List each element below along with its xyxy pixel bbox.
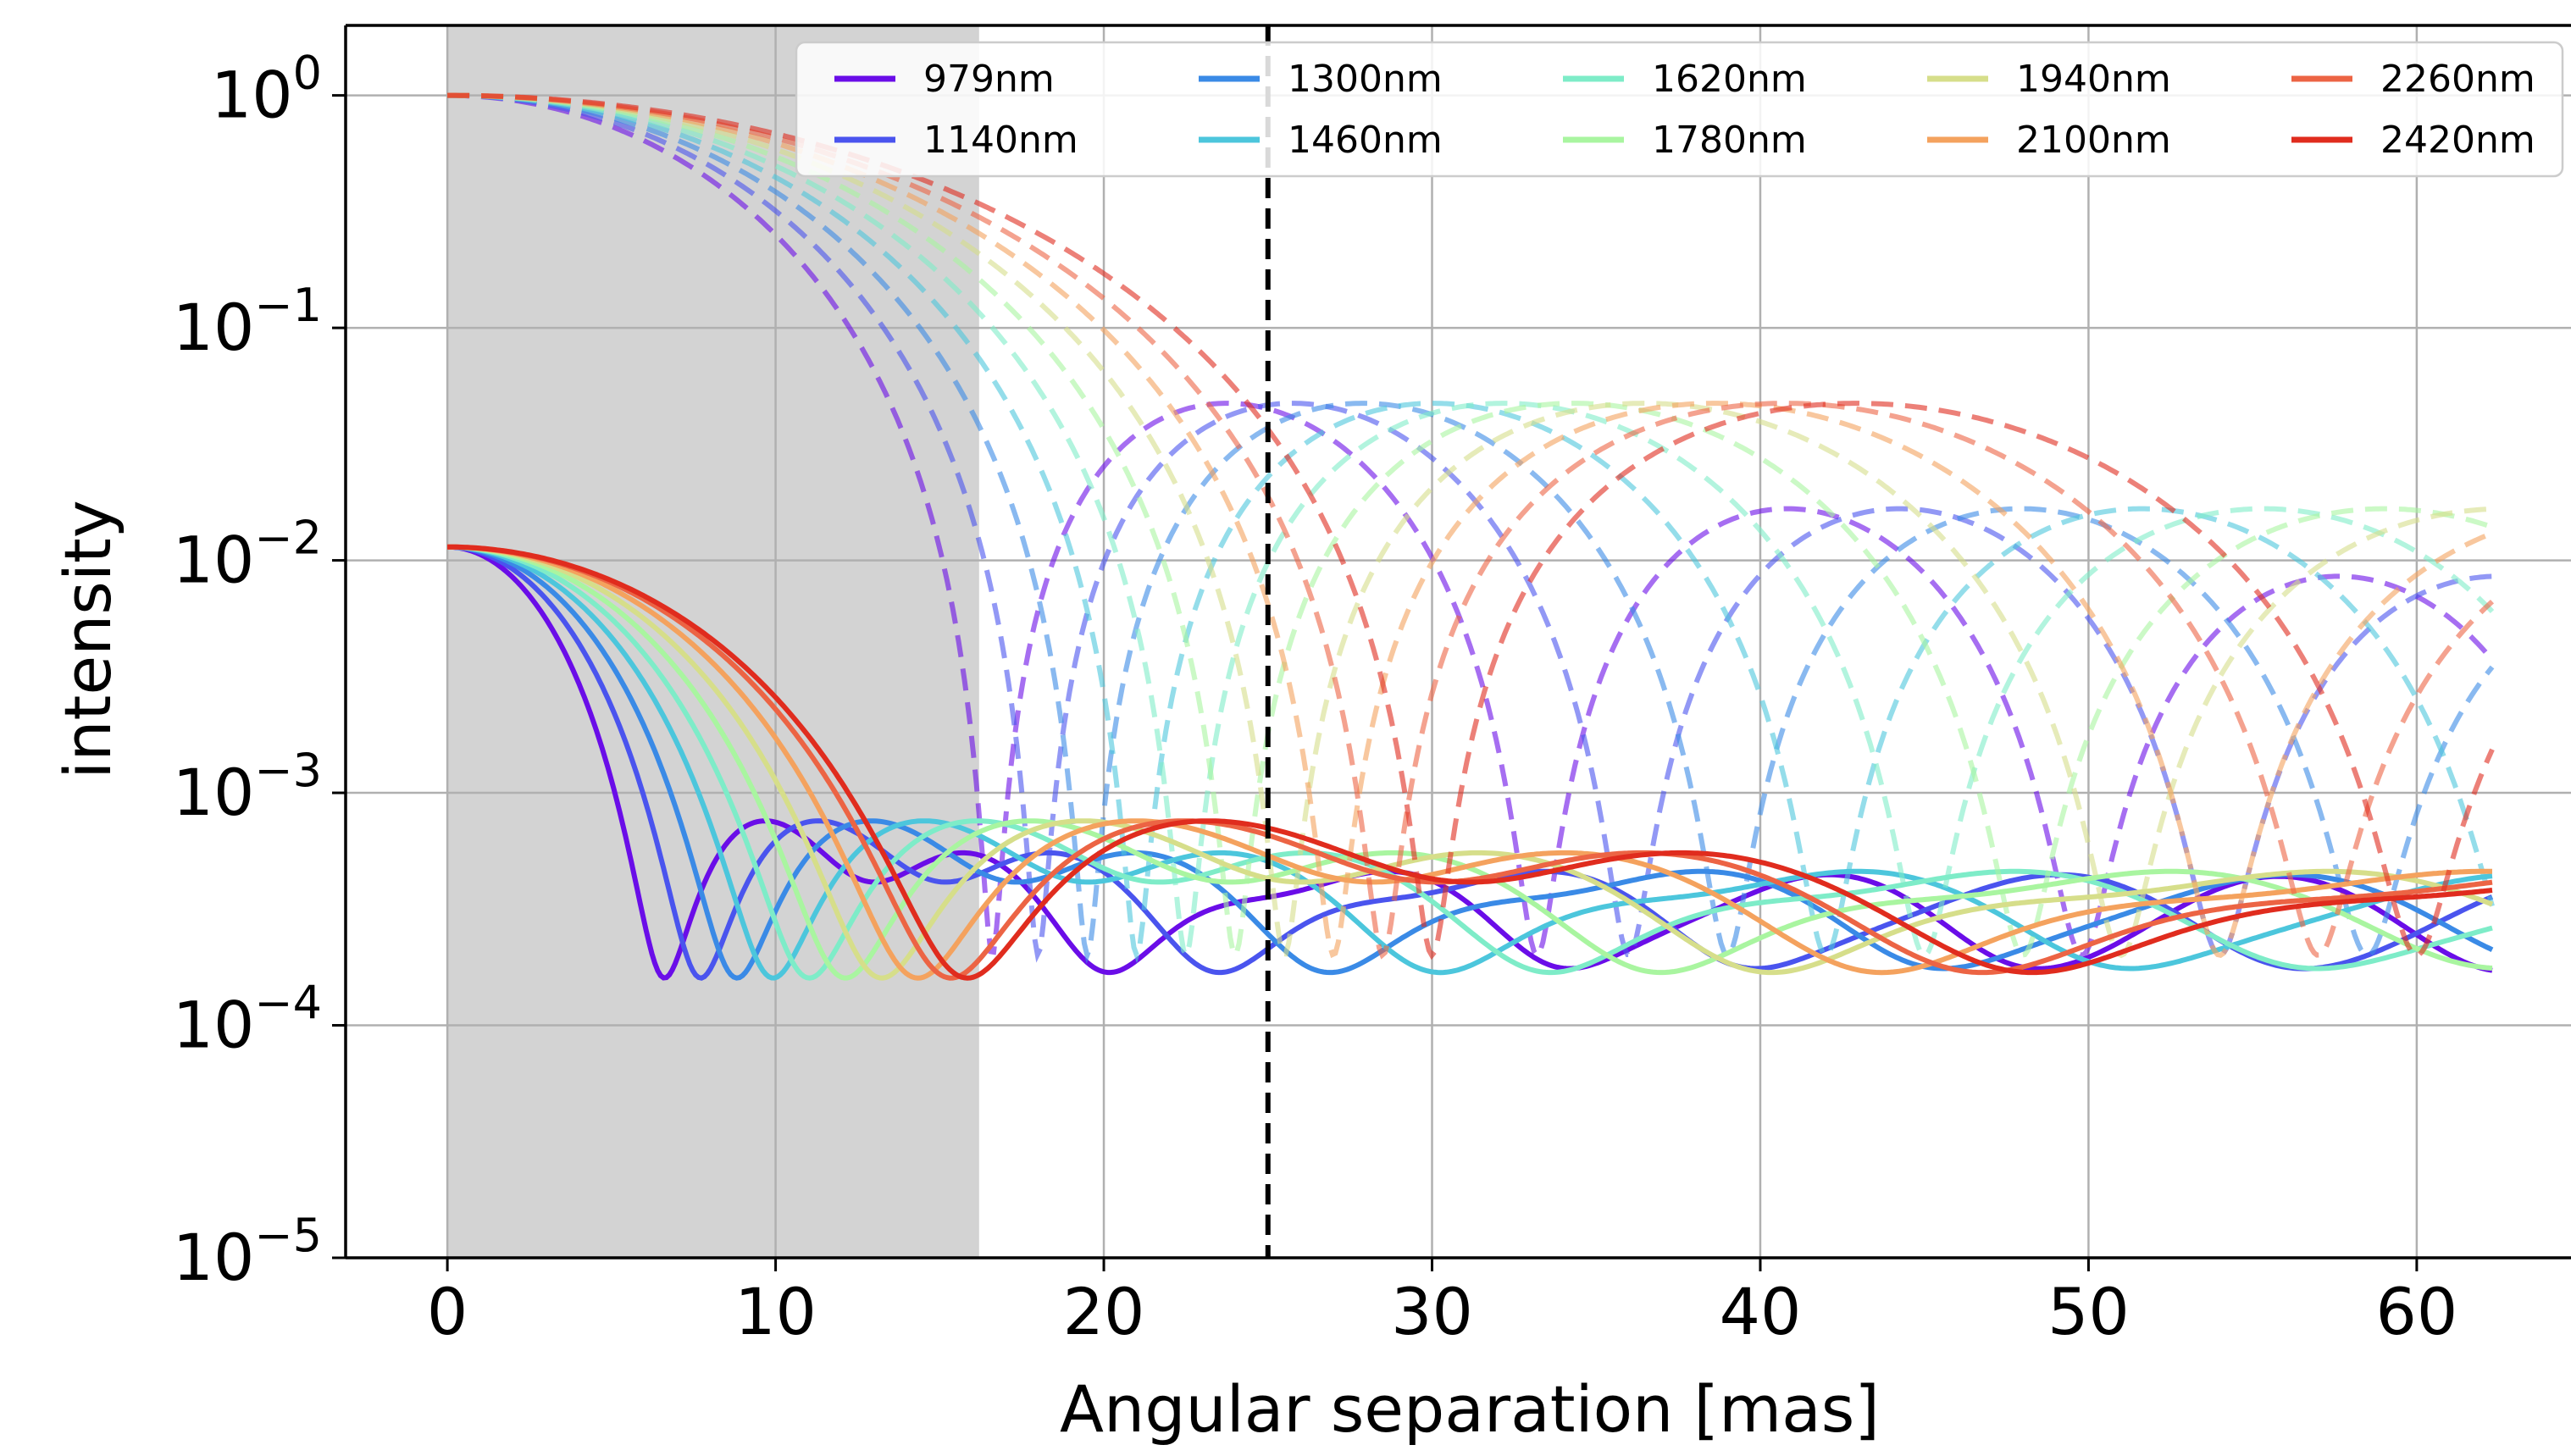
series-dashed-1940nm — [447, 92, 2493, 959]
x-tick-label: 10 — [734, 1274, 817, 1349]
y-tick-label: 10−5 — [173, 1209, 322, 1295]
legend-label-2420nm: 2420nm — [2380, 119, 2535, 162]
x-axis-title: Angular separation [mas] — [1060, 1371, 1880, 1447]
y-tick-label: 10−2 — [173, 512, 322, 598]
series-line-2420nm — [447, 544, 2493, 981]
legend-label-2260nm: 2260nm — [2380, 58, 2535, 101]
x-tick-label: 40 — [1720, 1274, 1802, 1349]
series-line-1940nm — [447, 544, 2494, 981]
series-dashed-2260nm — [447, 92, 2495, 960]
series-line-1460nm — [447, 544, 2493, 981]
series-dashed-1620nm — [447, 92, 2495, 962]
series-dashed-2420nm — [447, 92, 2495, 961]
x-tick-label: 20 — [1063, 1274, 1145, 1349]
series-dashed-1780nm — [447, 92, 2493, 960]
series-dashed-979nm — [447, 92, 2495, 960]
legend-label-979nm: 979nm — [923, 58, 1055, 101]
legend-label-1460nm: 1460nm — [1288, 119, 1443, 162]
legend-label-1940nm: 1940nm — [2016, 58, 2171, 101]
legend-label-1780nm: 1780nm — [1652, 119, 1807, 162]
legend-label-2100nm: 2100nm — [2016, 119, 2171, 162]
legend-label-1620nm: 1620nm — [1652, 58, 1807, 101]
y-axis-title: intensity — [50, 500, 125, 779]
y-tick-label: 10−1 — [173, 279, 322, 365]
x-tick-label: 60 — [2376, 1274, 2458, 1349]
y-tick-label: 10−4 — [173, 977, 322, 1063]
x-tick-label: 0 — [427, 1274, 468, 1349]
series-dashed-2100nm — [447, 92, 2494, 959]
legend-label-1140nm: 1140nm — [923, 119, 1078, 162]
series-line-2100nm — [447, 544, 2492, 981]
x-tick-label: 30 — [1391, 1274, 1473, 1349]
y-tick-label: 10−3 — [173, 744, 322, 830]
y-tick-label: 100 — [211, 47, 322, 133]
legend-label-1300nm: 1300nm — [1288, 58, 1443, 101]
x-tick-label: 50 — [2047, 1274, 2130, 1349]
